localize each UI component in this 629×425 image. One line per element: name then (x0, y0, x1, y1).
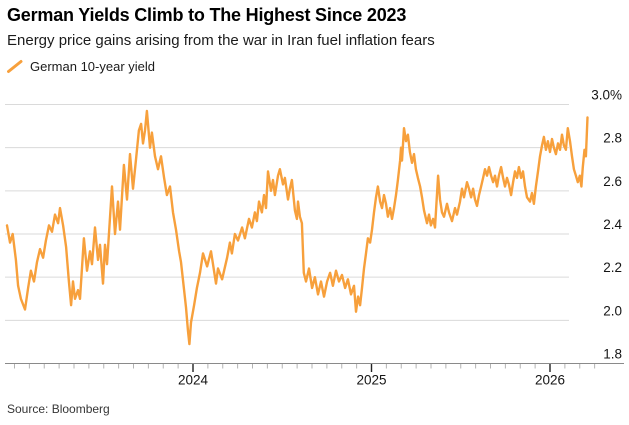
x-axis-label: 2026 (535, 373, 565, 388)
legend-label: German 10-year yield (30, 59, 155, 74)
y-axis-labels: 3.0% 2.8 2.6 2.4 2.2 2.0 1.8 (591, 88, 622, 362)
series-line-german-10-year-yield (5, 109, 589, 346)
chart-subtitle: Energy price gains arising from the war … (7, 32, 435, 49)
y-axis-label: 2.2 (603, 260, 622, 275)
x-axis-label: 2025 (356, 373, 386, 388)
y-axis-label: 2.8 (603, 131, 622, 146)
x-axis-ticks: 2024 2025 2026 (14, 364, 596, 388)
gridlines (5, 104, 569, 321)
legend: German 10-year yield (7, 59, 155, 74)
x-axis-label: 2024 (178, 373, 209, 388)
y-axis-label: 3.0% (591, 88, 622, 103)
y-axis-label: 2.0 (603, 303, 622, 318)
chart-title: German Yields Climb to The Highest Since… (7, 5, 407, 25)
y-axis-label: 2.4 (603, 217, 622, 232)
y-axis-label: 2.6 (603, 174, 622, 189)
series-line-marker-icon (7, 60, 23, 73)
source-note: Source: Bloomberg (7, 402, 110, 416)
y-axis-label: 1.8 (603, 347, 622, 362)
